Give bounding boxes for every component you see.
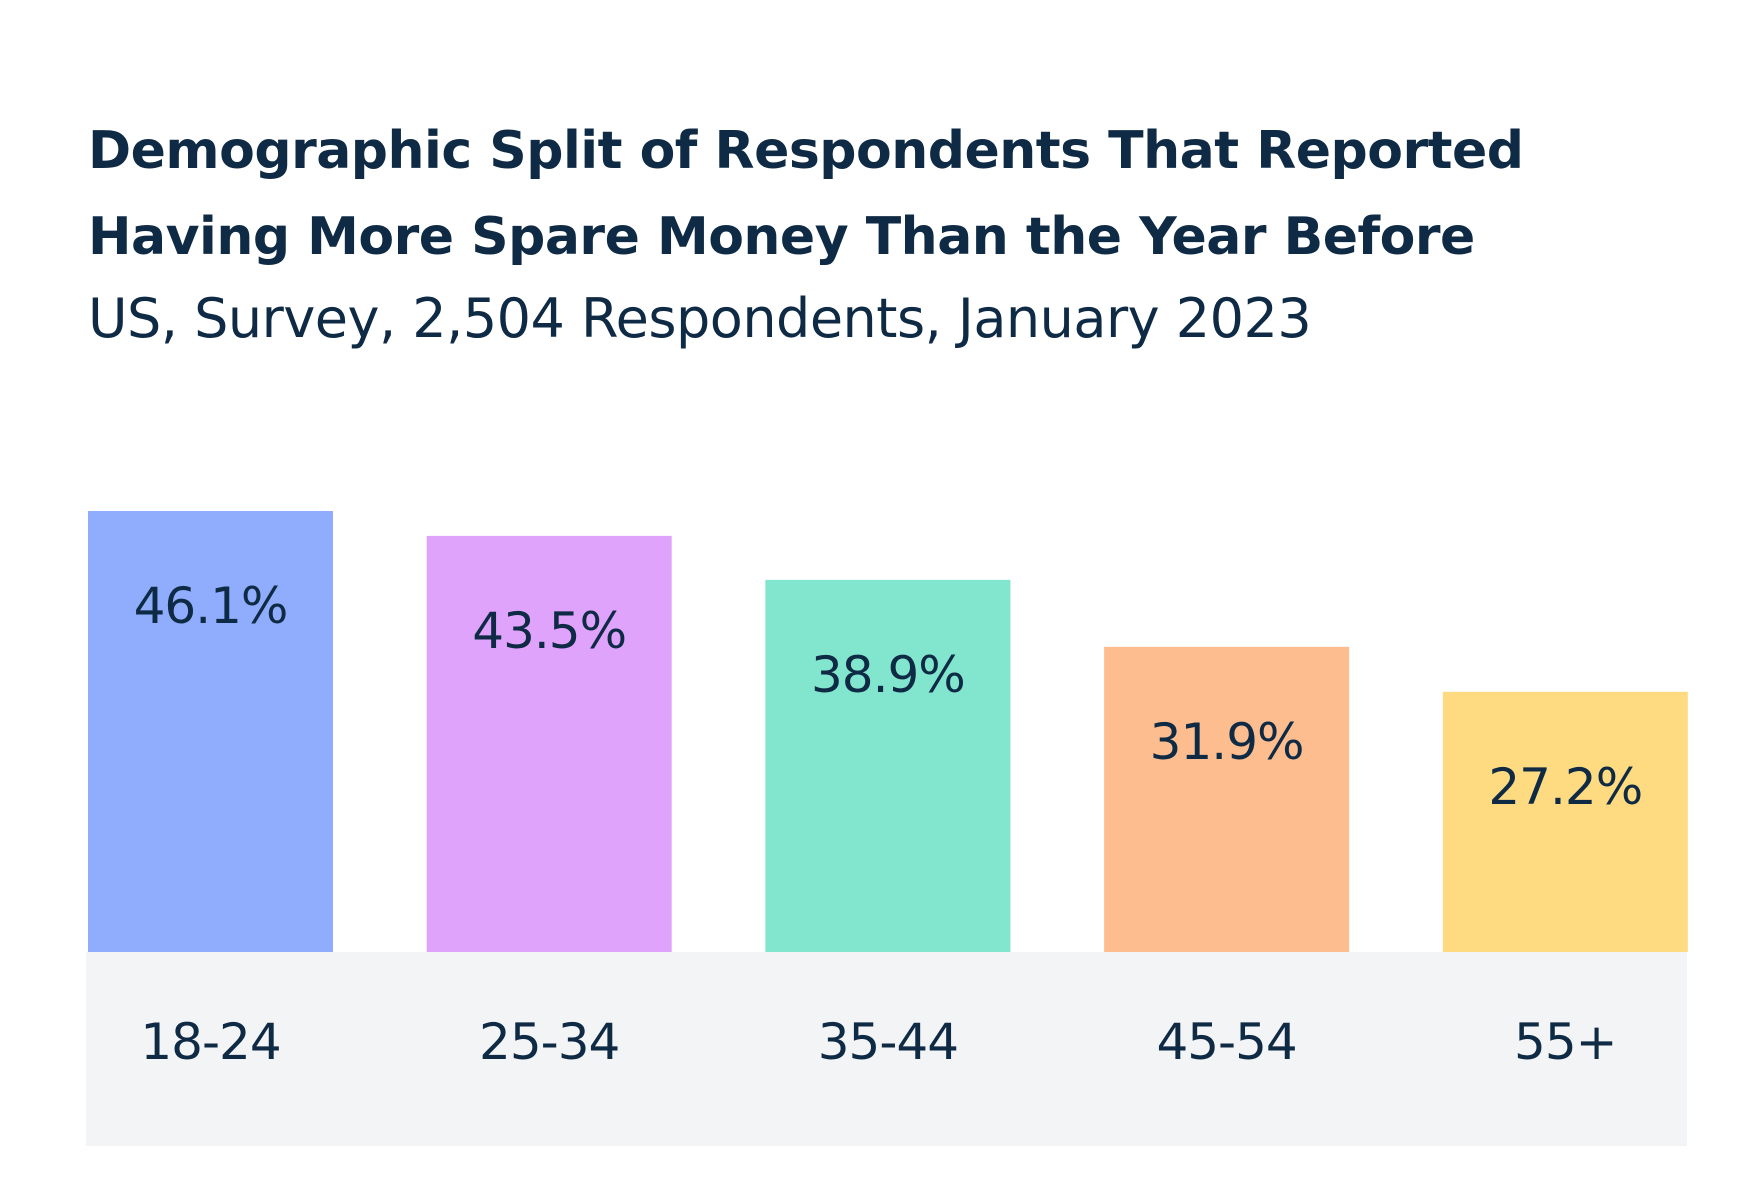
value-label: 27.2% [1488,758,1642,816]
value-label: 38.9% [811,646,965,704]
x-tick-label: 55+ [1514,1013,1617,1071]
bar-35-44 [765,579,1011,952]
x-axis-band [86,952,1687,1146]
x-tick-label: 25-34 [479,1013,619,1071]
chart-title: Demographic Split of Respondents That Re… [88,108,1524,280]
chart-subtitle: US, Survey, 2,504 Respondents, January 2… [88,287,1312,350]
x-tick-label: 45-54 [1156,1013,1296,1071]
value-label: 43.5% [472,602,626,660]
chart-title-line-1: Demographic Split of Respondents That Re… [88,121,1524,181]
value-label: 31.9% [1150,713,1304,771]
bar-45-54 [1104,646,1350,952]
x-tick-label: 35-44 [818,1013,958,1071]
bar-25-34 [426,535,672,952]
chart-title-line-2: Having More Spare Money Than the Year Be… [88,207,1475,267]
bar-55+ [1442,691,1688,952]
bar-18-24 [88,511,333,952]
x-tick-label: 18-24 [140,1013,280,1071]
value-label: 46.1% [134,577,288,635]
